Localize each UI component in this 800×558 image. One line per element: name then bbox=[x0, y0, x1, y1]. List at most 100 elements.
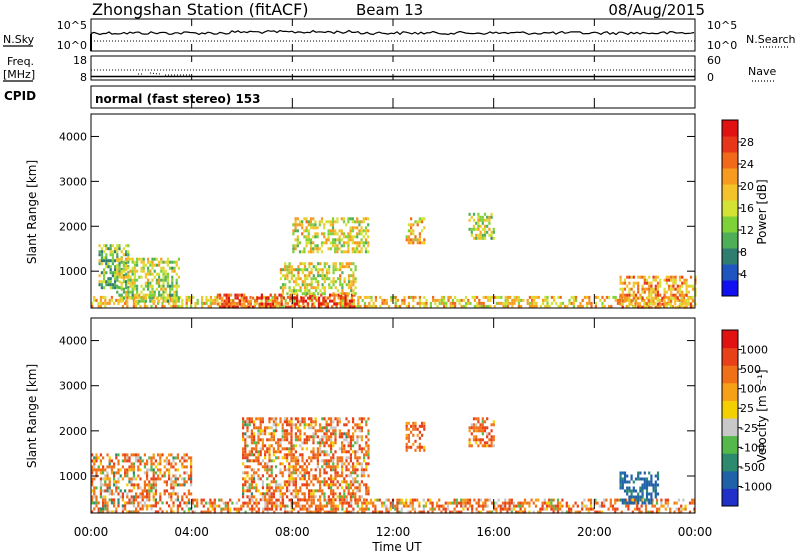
heatmap-cell bbox=[418, 241, 421, 245]
heatmap-cell bbox=[356, 486, 359, 490]
heatmap-cell bbox=[273, 301, 276, 305]
heatmap-cell bbox=[473, 298, 476, 302]
heatmap-cell bbox=[332, 465, 335, 469]
heatmap-cell bbox=[290, 447, 293, 451]
heatmap-cell bbox=[429, 301, 432, 305]
heatmap-cell bbox=[130, 495, 133, 499]
heatmap-cell bbox=[314, 435, 317, 439]
heatmap-cell bbox=[315, 295, 318, 299]
heatmap-cell bbox=[483, 426, 487, 430]
heatmap-cell bbox=[305, 438, 308, 442]
heatmap-cell bbox=[443, 301, 446, 305]
heatmap-cell bbox=[140, 290, 143, 294]
heatmap-cell bbox=[160, 260, 163, 264]
heatmap-cell bbox=[486, 504, 489, 508]
heatmap-cell bbox=[323, 468, 326, 472]
heatmap-cell bbox=[537, 498, 540, 502]
heatmap-cell bbox=[295, 501, 298, 505]
heatmap-cell bbox=[114, 280, 117, 284]
heatmap-cell bbox=[334, 432, 337, 436]
heatmap-cell bbox=[299, 489, 302, 493]
heatmap-cell bbox=[342, 250, 346, 254]
heatmap-cell bbox=[122, 260, 125, 264]
heatmap-cell bbox=[314, 420, 317, 424]
heatmap-cell bbox=[130, 489, 133, 493]
heatmap-cell bbox=[245, 305, 248, 309]
heatmap-cell bbox=[476, 295, 479, 299]
heatmap-cell bbox=[389, 501, 392, 505]
heatmap-cell bbox=[490, 435, 493, 439]
heatmap-cell bbox=[334, 280, 337, 284]
heatmap-cell bbox=[93, 492, 96, 496]
heatmap-cell bbox=[277, 486, 280, 490]
heatmap-cell bbox=[410, 430, 413, 434]
heatmap-cell bbox=[462, 498, 465, 502]
heatmap-cell bbox=[229, 301, 232, 305]
heatmap-cell bbox=[339, 304, 342, 308]
heatmap-cell bbox=[630, 299, 633, 303]
heatmap-cell bbox=[105, 253, 108, 257]
heatmap-cell bbox=[100, 283, 103, 287]
heatmap-cell bbox=[421, 220, 424, 224]
heatmap-cell bbox=[475, 510, 478, 514]
heatmap-cell bbox=[451, 510, 454, 514]
heatmap-cell bbox=[162, 281, 165, 285]
heatmap-cell bbox=[319, 450, 322, 454]
heatmap-cell bbox=[237, 507, 241, 511]
heatmap-cell bbox=[244, 432, 247, 436]
heatmap-cell bbox=[363, 474, 366, 478]
heatmap-cell bbox=[126, 453, 129, 457]
heatmap-cell bbox=[98, 253, 101, 257]
heatmap-cell bbox=[623, 501, 627, 505]
heatmap-cell bbox=[127, 257, 130, 261]
heatmap-cell bbox=[638, 507, 641, 511]
heatmap-cell bbox=[360, 495, 363, 499]
heatmap-cell bbox=[468, 498, 472, 502]
heatmap-cell bbox=[347, 247, 350, 251]
heatmap-cell bbox=[169, 293, 172, 297]
heatmap-cell bbox=[140, 266, 143, 270]
heatmap-cell bbox=[354, 498, 357, 502]
heatmap-cell bbox=[412, 238, 415, 242]
heatmap-cell bbox=[99, 507, 102, 511]
heatmap-cell bbox=[248, 489, 251, 493]
heatmap-cell bbox=[296, 229, 299, 233]
heatmap-cell bbox=[280, 293, 283, 297]
heatmap-cell bbox=[264, 507, 267, 511]
heatmap-cell bbox=[385, 507, 388, 511]
heatmap-cell bbox=[142, 287, 145, 291]
heatmap-cell bbox=[471, 504, 474, 508]
heatmap-cell bbox=[261, 432, 264, 436]
heatmap-cell bbox=[528, 304, 531, 308]
heatmap-cell bbox=[541, 504, 544, 508]
heatmap-cell bbox=[332, 441, 335, 445]
heatmap-cell bbox=[303, 495, 306, 499]
heatmap-cell bbox=[308, 274, 311, 278]
heatmap-cell bbox=[246, 501, 249, 505]
x-tick-label: 20:00 bbox=[577, 525, 612, 539]
heatmap-cell bbox=[111, 256, 114, 260]
heatmap-cell bbox=[336, 504, 340, 508]
heatmap-cell bbox=[241, 302, 244, 306]
heatmap-cell bbox=[365, 492, 368, 496]
heatmap-cell bbox=[274, 296, 277, 300]
heatmap-cell bbox=[131, 269, 134, 273]
heatmap-cell bbox=[269, 302, 272, 306]
heatmap-cell bbox=[411, 504, 414, 508]
heatmap-cell bbox=[290, 450, 293, 454]
heatmap-cell bbox=[341, 298, 344, 302]
heatmap-cell bbox=[301, 417, 304, 421]
heatmap-cell bbox=[360, 480, 363, 484]
heatmap-cell bbox=[619, 471, 622, 475]
heatmap-cell bbox=[163, 459, 166, 463]
heatmap-cell bbox=[152, 492, 155, 496]
heatmap-cell bbox=[273, 504, 276, 508]
heatmap-cell bbox=[341, 262, 344, 266]
heatmap-cell bbox=[374, 295, 377, 299]
heatmap-cell bbox=[196, 501, 199, 505]
heatmap-cell bbox=[255, 441, 258, 445]
heatmap-cell bbox=[502, 304, 505, 308]
heatmap-cell bbox=[354, 456, 357, 460]
heatmap-cell bbox=[479, 426, 482, 430]
heatmap-cell bbox=[321, 277, 324, 281]
